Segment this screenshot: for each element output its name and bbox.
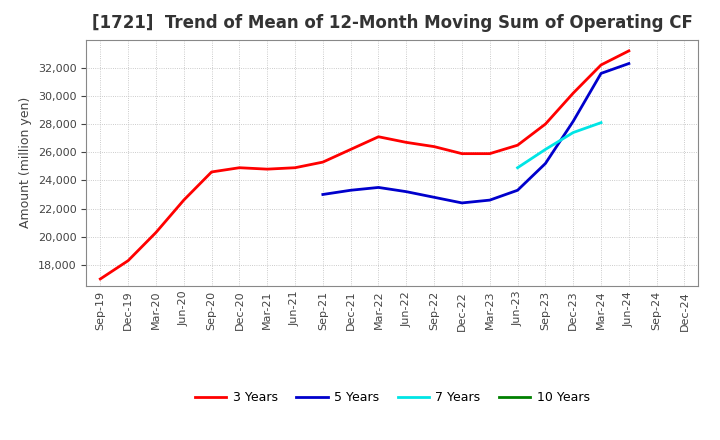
3 Years xyxy=(263,166,271,172)
3 Years xyxy=(96,276,104,282)
5 Years xyxy=(346,187,355,193)
Line: 3 Years: 3 Years xyxy=(100,51,629,279)
Line: 7 Years: 7 Years xyxy=(518,123,601,168)
5 Years xyxy=(318,192,327,197)
5 Years xyxy=(513,187,522,193)
Title: [1721]  Trend of Mean of 12-Month Moving Sum of Operating CF: [1721] Trend of Mean of 12-Month Moving … xyxy=(92,15,693,33)
3 Years xyxy=(485,151,494,156)
5 Years xyxy=(485,198,494,203)
3 Years xyxy=(291,165,300,170)
3 Years xyxy=(597,62,606,68)
3 Years xyxy=(318,159,327,165)
3 Years xyxy=(430,144,438,149)
3 Years xyxy=(346,147,355,152)
5 Years xyxy=(569,119,577,124)
3 Years xyxy=(124,258,132,263)
3 Years xyxy=(569,91,577,96)
7 Years xyxy=(541,147,550,152)
5 Years xyxy=(430,194,438,200)
5 Years xyxy=(402,189,410,194)
5 Years xyxy=(458,200,467,205)
5 Years xyxy=(624,61,633,66)
3 Years xyxy=(235,165,243,170)
3 Years xyxy=(374,134,383,139)
3 Years xyxy=(402,140,410,145)
3 Years xyxy=(152,230,161,235)
Legend: 3 Years, 5 Years, 7 Years, 10 Years: 3 Years, 5 Years, 7 Years, 10 Years xyxy=(190,386,595,409)
7 Years xyxy=(569,130,577,135)
5 Years xyxy=(374,185,383,190)
5 Years xyxy=(541,161,550,166)
3 Years xyxy=(541,121,550,127)
3 Years xyxy=(207,169,216,175)
3 Years xyxy=(624,48,633,54)
3 Years xyxy=(179,198,188,203)
5 Years xyxy=(597,71,606,76)
3 Years xyxy=(513,143,522,148)
Line: 5 Years: 5 Years xyxy=(323,63,629,203)
Y-axis label: Amount (million yen): Amount (million yen) xyxy=(19,97,32,228)
7 Years xyxy=(513,165,522,170)
3 Years xyxy=(458,151,467,156)
7 Years xyxy=(597,120,606,125)
